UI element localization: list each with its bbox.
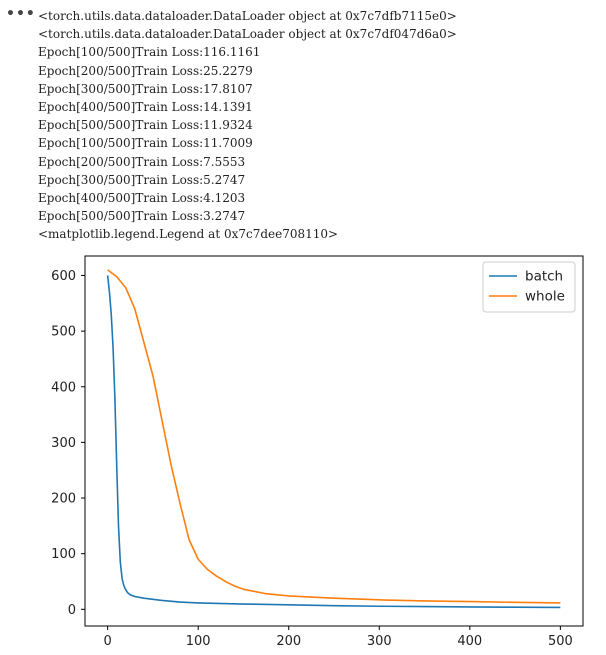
legend-box bbox=[482, 261, 576, 313]
plot-frame bbox=[84, 255, 584, 627]
y-tick-label: 400 bbox=[51, 380, 76, 395]
x-tick-label: 0 bbox=[103, 634, 111, 649]
y-tick-label: 100 bbox=[51, 547, 76, 562]
legend-label-whole: whole bbox=[525, 289, 565, 305]
x-tick-label: 300 bbox=[367, 634, 392, 649]
x-tick-label: 400 bbox=[457, 634, 482, 649]
output-collapse-icon[interactable]: ••• bbox=[6, 6, 36, 22]
console-line: Epoch[500/500]Train Loss:3.2747 bbox=[38, 209, 246, 224]
series-line-batch bbox=[106, 275, 561, 609]
y-tick-label: 500 bbox=[51, 325, 76, 340]
loss-chart: 0 100 200 300 400 500 0 100 200 300 400 500 600 batch… bbox=[51, 255, 584, 649]
legend-label-batch: batch bbox=[525, 269, 563, 285]
console-line: Epoch[300/500]Train Loss:5.2747 bbox=[38, 172, 246, 187]
y-tick-label: 200 bbox=[51, 492, 76, 507]
y-tick-label: 0 bbox=[68, 603, 76, 618]
console-line: Epoch[100/500]Train Loss:11.7009 bbox=[38, 136, 253, 151]
console-line: <torch.utils.data.dataloader.DataLoader … bbox=[38, 9, 457, 23]
console-line: <torch.utils.data.dataloader.DataLoader … bbox=[38, 27, 457, 42]
console-output: <torch.utils.data.dataloader.DataLoader … bbox=[38, 7, 457, 244]
series-line-whole bbox=[107, 269, 561, 604]
console-line: Epoch[200/500]Train Loss:25.2279 bbox=[38, 63, 253, 78]
console-line: Epoch[400/500]Train Loss:4.1203 bbox=[38, 191, 246, 206]
console-line: <matplotlib.legend.Legend at 0x7c7dee708… bbox=[38, 227, 339, 242]
y-tick-label: 600 bbox=[51, 269, 76, 284]
console-line: Epoch[300/500]Train Loss:17.8107 bbox=[38, 81, 253, 96]
x-tick-label: 500 bbox=[548, 634, 573, 649]
x-tick-label: 200 bbox=[276, 634, 301, 649]
console-line: Epoch[500/500]Train Loss:11.9324 bbox=[38, 118, 253, 133]
console-line: Epoch[200/500]Train Loss:7.5553 bbox=[38, 154, 246, 169]
console-line: Epoch[100/500]Train Loss:116.1161 bbox=[38, 45, 261, 60]
x-tick-label: 100 bbox=[186, 634, 211, 649]
console-line: Epoch[400/500]Train Loss:14.1391 bbox=[38, 100, 253, 115]
y-tick-label: 300 bbox=[51, 436, 76, 451]
